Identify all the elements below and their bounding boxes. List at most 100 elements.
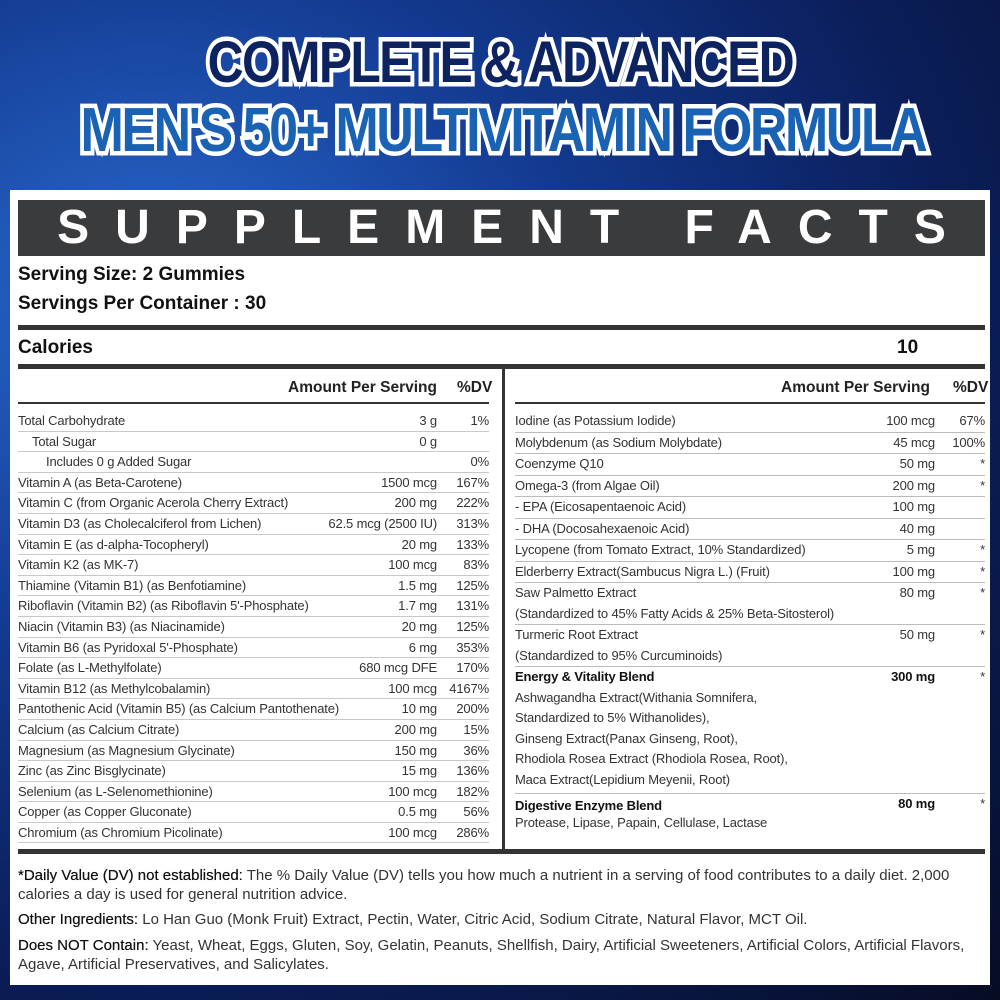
- nutrient-name: Vitamin A (as Beta-Carotene): [18, 474, 182, 490]
- nutrient-name: Energy & Vitality Blend: [515, 669, 655, 684]
- nutrient-dv: 4167%: [449, 680, 489, 696]
- nutrient-row: Omega-3 (from Algae Oil) 200 mg *: [515, 476, 985, 497]
- nutrient-dv: 167%: [456, 474, 489, 490]
- divider: [18, 364, 985, 369]
- nutrient-row: Vitamin B12 (as Methylcobalamin) 100 mcg 4…: [18, 679, 489, 700]
- nutrient-dv: 83%: [463, 557, 489, 573]
- nutrient-row: Total Carbohydrate 3 g 1%: [18, 411, 489, 432]
- nutrient-amount: 150 mg: [394, 742, 438, 758]
- nutrient-dv: 56%: [463, 804, 489, 820]
- nutrient-name: Chromium (as Chromium Picolinate): [18, 824, 223, 840]
- nutrient-amount: 100 mg: [892, 563, 936, 579]
- nutrient-amount: 50 mg: [899, 456, 936, 471]
- nutrient-name: Calcium (as Calcium Citrate): [18, 721, 180, 737]
- nutrient-row: Vitamin E (as d-alpha-Tocopheryl) 20 mg 13…: [18, 535, 489, 556]
- does-not-contain: Does NOT Contain: Yeast, Wheat, Eggs, Gl…: [18, 936, 983, 974]
- does-not-contain-text: Yeast, Wheat, Eggs, Gluten, Soy, Gelatin…: [18, 937, 965, 973]
- nutrient-name: Includes 0 g Added Sugar: [46, 454, 192, 470]
- nutrient-amount: 200 mg: [394, 721, 438, 737]
- nutrient-name: Magnesium (as Magnesium Glycinate): [18, 742, 235, 758]
- nutrient-dv: 222%: [456, 495, 489, 511]
- nutrient-row: Selenium (as L-Selenomethionine) 100 mcg 1…: [18, 782, 489, 803]
- nutrient-row: Elderberry Extract(Sambucus Nigra L.) (F…: [515, 562, 985, 583]
- left-nutrient-table: Total Carbohydrate 3 g 1% Total Sugar 0 g Inc…: [18, 411, 490, 844]
- nutrient-detail: Protease, Lipase, Papain, Cellulase, Lac…: [515, 815, 768, 830]
- nutrient-name: Zinc (as Zinc Bisglycinate): [18, 763, 166, 779]
- divider: [18, 402, 489, 404]
- nutrient-detail: Ashwagandha Extract(Withania Somnifera,: [515, 689, 757, 705]
- nutrient-name: Iodine (as Potassium Iodide): [515, 413, 676, 428]
- nutrient-amount: 200 mg: [892, 477, 936, 493]
- banner-title-line2: MEN'S 50+ MULTIVITAMIN FORMULA: [77, 95, 932, 166]
- nutrient-row: Riboflavin (Vitamin B2) (as Riboflavin 5…: [18, 596, 489, 617]
- nutrient-dv: 100%: [952, 434, 985, 450]
- nutrient-row: Total Sugar 0 g: [18, 432, 489, 453]
- nutrient-row: Vitamin D3 (as Cholecalciferol from Lich…: [18, 514, 489, 535]
- nutrient-dv: 0%: [470, 454, 490, 470]
- nutrient-dv: 1%: [470, 413, 490, 428]
- left-dv-header: %DV: [457, 379, 493, 396]
- nutrient-detail: Ginseng Extract(Panax Ginseng, Root),: [515, 730, 738, 746]
- daily-value-note: *Daily Value (DV) not established: The %…: [18, 866, 983, 904]
- calories-value: 10: [897, 337, 919, 358]
- nutrient-amount: 50 mg: [899, 627, 936, 642]
- nutrient-row: - EPA (Eicosapentaenoic Acid) 100 mg: [515, 497, 985, 519]
- nutrient-amount: 100 mcg: [388, 680, 437, 696]
- nutrient-amount: 0 g: [419, 433, 437, 449]
- nutrient-name: Digestive Enzyme Blend: [515, 798, 662, 813]
- nutrient-amount: 5 mg: [906, 542, 935, 557]
- nutrient-row: Pantothenic Acid (Vitamin B5) (as Calciu…: [18, 699, 489, 720]
- nutrient-amount: 3 g: [419, 413, 437, 428]
- nutrient-dv: *: [980, 456, 985, 471]
- nutrient-dv: 125%: [456, 577, 489, 593]
- other-ingredients-label: Other Ingredients:: [18, 911, 139, 928]
- nutrient-dv: *: [980, 563, 985, 579]
- nutrient-detail: Standardized to 5% Withanolides),: [515, 710, 710, 725]
- nutrient-dv: 36%: [463, 742, 489, 758]
- nutrient-amount: 100 mcg: [388, 783, 437, 799]
- nutrient-amount: 100 mcg: [886, 413, 935, 428]
- nutrient-row: Saw Palmetto Extract (Standardized to 45%…: [515, 583, 985, 625]
- right-nutrient-table: Iodine (as Potassium Iodide) 100 mcg 67% Mo…: [515, 411, 985, 831]
- nutrient-amount: 40 mg: [899, 520, 936, 536]
- left-amount-header: Amount Per Serving: [288, 379, 437, 396]
- nutrient-amount: 100 mcg: [388, 824, 437, 840]
- nutrient-amount: 300 mg: [891, 669, 935, 684]
- nutrient-detail: Maca Extract(Lepidium Meyenii, Root): [515, 771, 730, 787]
- nutrient-detail: (Standardized to 95% Curcuminoids): [515, 647, 723, 663]
- nutrient-amount: 80 mg: [898, 796, 935, 811]
- nutrient-row: Turmeric Root Extract (Standardized to 95…: [515, 625, 985, 667]
- nutrient-name: - DHA (Docosahexaenoic Acid): [515, 520, 690, 536]
- nutrient-dv: 286%: [456, 824, 489, 840]
- nutrient-row: Vitamin B6 (as Pyridoxal 5'-Phosphate) 6 …: [18, 638, 489, 659]
- nutrient-name: Selenium (as L-Selenomethionine): [18, 783, 213, 799]
- nutrient-row: Vitamin C (from Organic Acerola Cherry E…: [18, 493, 489, 514]
- nutrient-row: Calcium (as Calcium Citrate) 200 mg 15%: [18, 720, 489, 741]
- divider: [18, 849, 985, 854]
- nutrient-name: - EPA (Eicosapentaenoic Acid): [515, 499, 687, 514]
- nutrient-name: Niacin (Vitamin B3) (as Niacinamide): [18, 618, 225, 634]
- nutrient-name: Vitamin B6 (as Pyridoxal 5'-Phosphate): [18, 639, 238, 655]
- nutrient-dv: 15%: [463, 721, 489, 737]
- nutrient-name: Vitamin D3 (as Cholecalciferol from Lich…: [18, 515, 262, 531]
- nutrient-amount: 1.7 mg: [398, 598, 437, 614]
- nutrient-amount: 200 mg: [394, 495, 438, 511]
- nutrient-name: Thiamine (Vitamin B1) (as Benfotiamine): [18, 577, 247, 593]
- nutrient-row: Coenzyme Q10 50 mg *: [515, 454, 985, 476]
- nutrient-row: Chromium (as Chromium Picolinate) 100 mcg…: [18, 823, 489, 844]
- nutrient-amount: 10 mg: [401, 701, 438, 717]
- nutrient-row: Folate (as L-Methylfolate) 680 mcg DFE 170…: [18, 658, 489, 679]
- dv-note-text: The % Daily Value (DV) tells you how muc…: [18, 867, 950, 903]
- nutrient-amount: 62.5 mcg (2500 IU): [328, 515, 437, 531]
- nutrient-amount: 1500 mcg: [381, 474, 437, 490]
- nutrient-row: Lycopene (from Tomato Extract, 10% Stand…: [515, 540, 985, 562]
- right-dv-header: %DV: [953, 379, 989, 396]
- banner-title-line1: COMPLETE & ADVANCED: [203, 29, 798, 96]
- nutrient-amount: 20 mg: [401, 618, 438, 634]
- calories-label: Calories: [18, 337, 93, 358]
- nutrient-name: Folate (as L-Methylfolate): [18, 660, 162, 676]
- nutrient-name: Elderberry Extract(Sambucus Nigra L.) (F…: [515, 563, 770, 579]
- nutrient-dv: 125%: [456, 618, 489, 634]
- other-ingredients-text: Lo Han Guo (Monk Fruit) Extract, Pectin,…: [138, 911, 808, 928]
- nutrient-dv: 133%: [456, 536, 489, 552]
